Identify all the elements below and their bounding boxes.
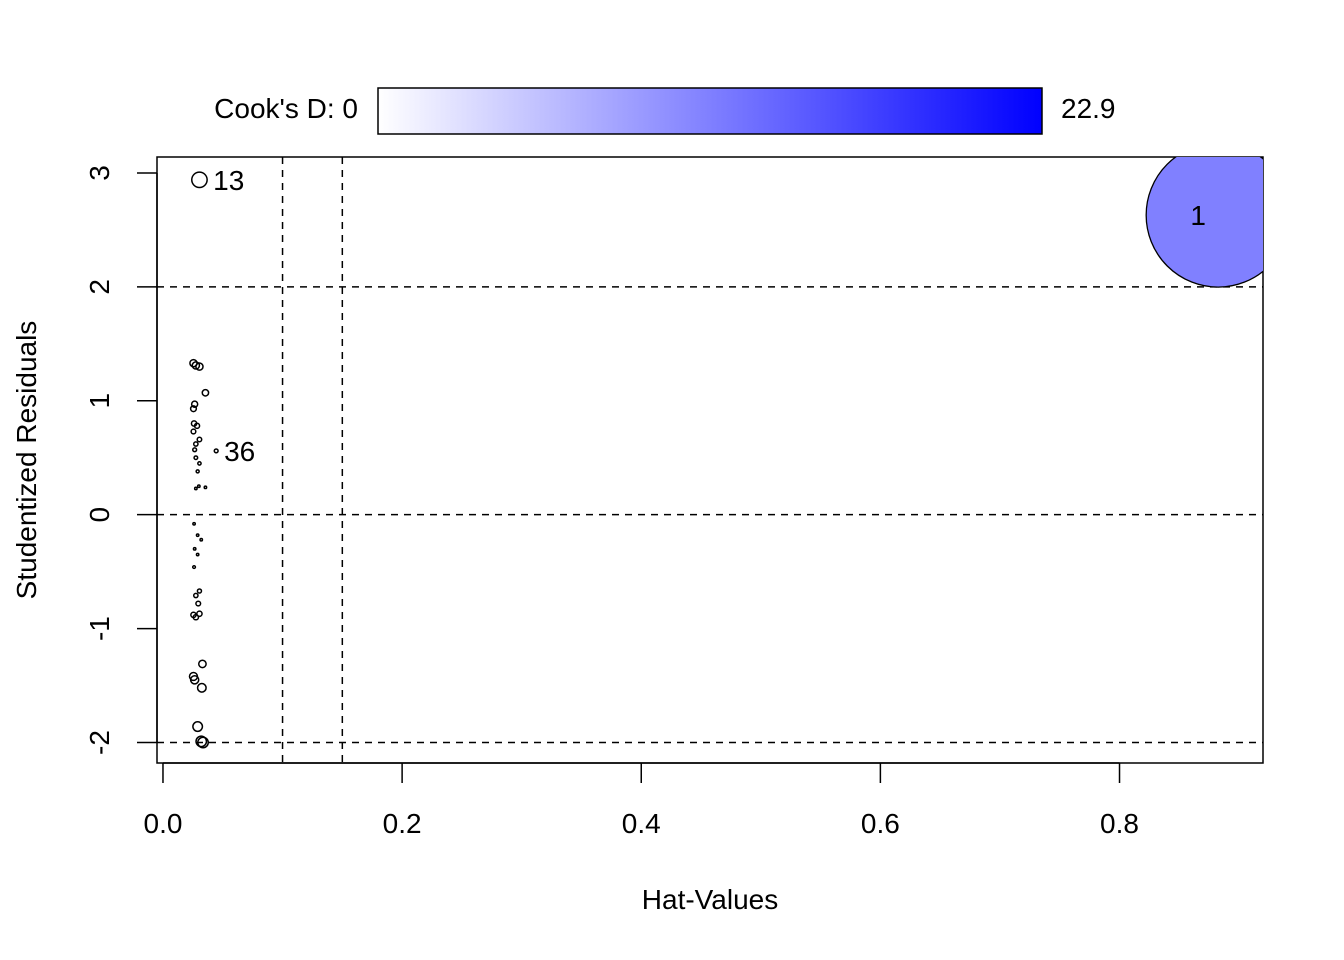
data-point (195, 552, 200, 557)
data-point (193, 455, 199, 461)
data-point (213, 448, 219, 454)
point-label: 1 (1190, 200, 1206, 231)
data-point (190, 428, 197, 435)
y-tick-label: 0 (84, 507, 115, 523)
data-point (195, 469, 200, 474)
data-point (189, 675, 200, 685)
y-axis: -2 -1 0 1 2 3 (84, 165, 158, 755)
data-point (192, 721, 204, 733)
x-tick-label: 0.8 (1100, 808, 1139, 839)
point-label: 36 (224, 436, 255, 467)
cooks-d-colorbar: Cook's D: 0 22.9 (214, 87, 1116, 135)
data-point (196, 682, 207, 693)
data-point (190, 400, 199, 408)
y-tick-label: 3 (84, 165, 115, 181)
x-tick-label: 0.0 (144, 808, 183, 839)
data-point (192, 447, 198, 453)
x-tick-label: 0.6 (861, 808, 900, 839)
data-point (192, 592, 199, 599)
data-point (196, 588, 203, 594)
data-point (191, 171, 208, 189)
data-point (195, 362, 204, 371)
data-point (192, 613, 200, 621)
data-point (193, 422, 201, 430)
data-point (195, 735, 208, 748)
data-point (191, 564, 197, 570)
data-point (1145, 157, 1263, 288)
colorbar-gradient (377, 87, 1043, 135)
data-point (192, 546, 197, 551)
data-point (197, 736, 210, 749)
data-point (191, 361, 201, 370)
y-tick-label: 1 (84, 393, 115, 409)
data-point (192, 521, 197, 526)
plot-frame (156, 156, 1264, 764)
y-tick-label: -2 (84, 730, 115, 755)
y-axis-title: Studentized Residuals (11, 321, 42, 600)
data-point (196, 484, 201, 489)
point-labels: 1 13 36 (213, 165, 1206, 467)
data-point (201, 388, 210, 397)
data-points (188, 157, 1263, 749)
data-point (195, 533, 200, 538)
x-axis: 0.0 0.2 0.4 0.6 0.8 (144, 762, 1139, 839)
colorbar-max-label: 22.9 (1061, 93, 1116, 124)
data-point (195, 600, 202, 607)
data-point (203, 485, 208, 490)
x-tick-label: 0.4 (622, 808, 661, 839)
x-tick-label: 0.2 (383, 808, 422, 839)
reference-lines (157, 157, 1263, 763)
point-label: 13 (213, 165, 244, 196)
data-point (189, 405, 198, 413)
y-tick-label: -1 (84, 616, 115, 641)
data-point (197, 659, 207, 669)
data-point (199, 537, 204, 542)
x-axis-title: Hat-Values (642, 884, 778, 915)
data-point (196, 436, 203, 443)
data-point (196, 610, 203, 618)
data-point (192, 441, 199, 447)
y-tick-label: 2 (84, 279, 115, 295)
data-point (197, 461, 202, 466)
data-point (193, 486, 198, 491)
colorbar-min-label: Cook's D: 0 (214, 93, 358, 124)
